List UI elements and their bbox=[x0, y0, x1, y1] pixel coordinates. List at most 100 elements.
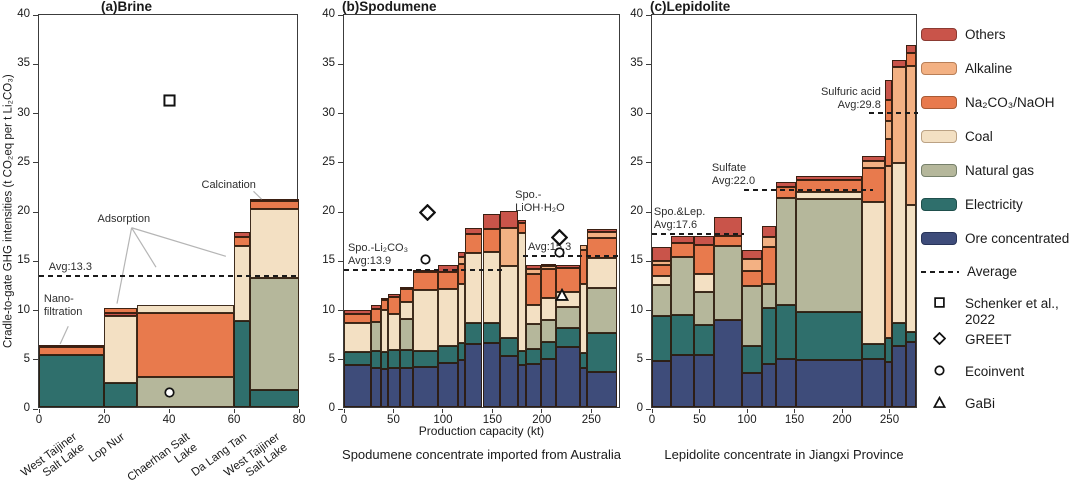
bar-segment-natural_gas bbox=[776, 198, 797, 305]
y-tick bbox=[646, 310, 651, 311]
bar-segment-ore bbox=[400, 367, 414, 407]
square-glyph bbox=[933, 297, 945, 308]
bar-segment-na2co3 bbox=[713, 235, 743, 247]
bar-segment-others bbox=[905, 44, 917, 54]
legend-item-average: Average bbox=[921, 264, 1017, 280]
bar-segment-na2co3 bbox=[39, 346, 104, 355]
bar-segment-electricity bbox=[39, 354, 104, 407]
bar-segment-ore bbox=[652, 360, 671, 407]
bar-segment-electricity bbox=[580, 352, 588, 368]
bar-segment-others bbox=[652, 247, 671, 262]
bar-segment-na2co3 bbox=[776, 187, 797, 199]
y-tick-label: 30 bbox=[17, 106, 30, 119]
bar-segment-electricity bbox=[370, 350, 381, 368]
bar-segment-electricity bbox=[482, 323, 501, 343]
y-tick bbox=[338, 14, 343, 16]
y-tick bbox=[646, 63, 651, 65]
y-tick-label: 10 bbox=[17, 303, 30, 316]
bar-segment-coal bbox=[518, 232, 527, 351]
y-tick-label: 15 bbox=[322, 254, 335, 267]
bar-segment-ore bbox=[892, 345, 906, 407]
marker-diamond bbox=[550, 228, 569, 251]
x-tick bbox=[233, 409, 235, 413]
y-tick bbox=[646, 162, 651, 164]
y-tick-label: 30 bbox=[630, 106, 643, 119]
y-tick bbox=[646, 113, 651, 114]
y-tick-label: 25 bbox=[630, 155, 643, 168]
bar-segment-electricity bbox=[540, 342, 556, 359]
bar-segment-ore bbox=[482, 342, 501, 407]
y-tick bbox=[646, 359, 651, 361]
circle-glyph bbox=[163, 387, 175, 398]
x-tick-label: 50 bbox=[387, 414, 400, 426]
bar-segment-electricity bbox=[413, 350, 438, 367]
bar-segment-ore bbox=[457, 359, 465, 407]
bar-segment-alkaline bbox=[861, 160, 885, 168]
bar-segment-others bbox=[437, 265, 458, 273]
bar-segment-coal bbox=[104, 316, 137, 384]
leader-line bbox=[116, 227, 133, 304]
bar-segment-others bbox=[693, 235, 714, 246]
annotation: Adsorption bbox=[97, 212, 151, 225]
bar-segment-natural_gas bbox=[587, 287, 618, 334]
bar-segment-na2co3 bbox=[762, 247, 777, 284]
x-tick-label: 0 bbox=[340, 414, 348, 426]
bar-segment-alkaline bbox=[652, 261, 671, 266]
bar-segment-alkaline bbox=[457, 257, 465, 265]
bar-segment-ore bbox=[370, 367, 381, 407]
y-tick-label: 40 bbox=[17, 8, 30, 20]
legend-label: GREET bbox=[965, 332, 1012, 347]
bar-segment-electricity bbox=[380, 351, 388, 369]
bar-segment-na2co3 bbox=[580, 250, 588, 284]
legend-item-alkaline: Alkaline bbox=[921, 61, 1012, 77]
x-tick-label: 200 bbox=[532, 414, 552, 426]
bar-segment-natural_gas bbox=[370, 322, 381, 351]
bar-segment-alkaline bbox=[905, 66, 917, 206]
bar-segment-natural_gas bbox=[136, 377, 234, 407]
bar-segment-na2co3 bbox=[884, 99, 893, 122]
bar-segment-alkaline bbox=[742, 259, 763, 272]
bar-segment-others bbox=[464, 227, 483, 234]
y-tick bbox=[646, 14, 651, 16]
legend-item-ore: Ore concentrated bbox=[921, 231, 1069, 247]
bar-segment-alkaline bbox=[500, 227, 519, 267]
x-tick-label: 100 bbox=[737, 414, 757, 426]
legend-label: Ore concentrated bbox=[965, 231, 1070, 246]
bar-segment-electricity bbox=[671, 315, 694, 355]
bar-segment-na2co3 bbox=[400, 288, 414, 302]
bar-segment-electricity bbox=[861, 343, 885, 359]
y-tick-label: 20 bbox=[322, 205, 335, 217]
bar-segment-coal bbox=[693, 274, 714, 292]
x-tick bbox=[889, 409, 890, 413]
y-tick bbox=[33, 260, 38, 262]
bar-segment-coal bbox=[413, 289, 438, 351]
average-line-label: Sulfate Avg:22.0 bbox=[711, 162, 756, 188]
bar-segment-others bbox=[234, 231, 251, 237]
average-line-label: Spo.&Lep. Avg:17.6 bbox=[653, 205, 706, 231]
bar-segment-others bbox=[387, 293, 401, 297]
bar-segment-alkaline bbox=[884, 121, 893, 140]
bar-segment-coal bbox=[400, 301, 414, 320]
legend-label: Alkaline bbox=[965, 61, 1013, 76]
bar-segment-na2co3 bbox=[671, 242, 694, 258]
panel-title-spodumene: (b)Spodumene bbox=[342, 0, 437, 14]
x-tick bbox=[298, 409, 300, 413]
x-tick-label: 0 bbox=[35, 414, 43, 426]
triangle-glyph bbox=[932, 396, 946, 408]
y-tick bbox=[33, 14, 38, 16]
marker-triangle bbox=[554, 287, 569, 307]
bar-segment-others bbox=[482, 213, 501, 229]
y-tick bbox=[33, 310, 38, 311]
bar-segment-coal bbox=[136, 304, 234, 314]
bar-segment-na2co3 bbox=[464, 233, 483, 254]
bar-segment-ore bbox=[742, 372, 763, 407]
bar-segment-electricity bbox=[464, 323, 483, 344]
bar-segment-others bbox=[457, 252, 465, 258]
bar-segment-electricity bbox=[457, 343, 465, 360]
bar-segment-na2co3 bbox=[742, 271, 763, 286]
bar-segment-alkaline bbox=[762, 236, 777, 248]
legend-marker-diamond-icon bbox=[921, 332, 957, 345]
bar-segment-electricity bbox=[742, 345, 763, 373]
x-tick-label: 200 bbox=[832, 414, 852, 426]
panel-title-brine: (a)Brine bbox=[101, 0, 153, 14]
